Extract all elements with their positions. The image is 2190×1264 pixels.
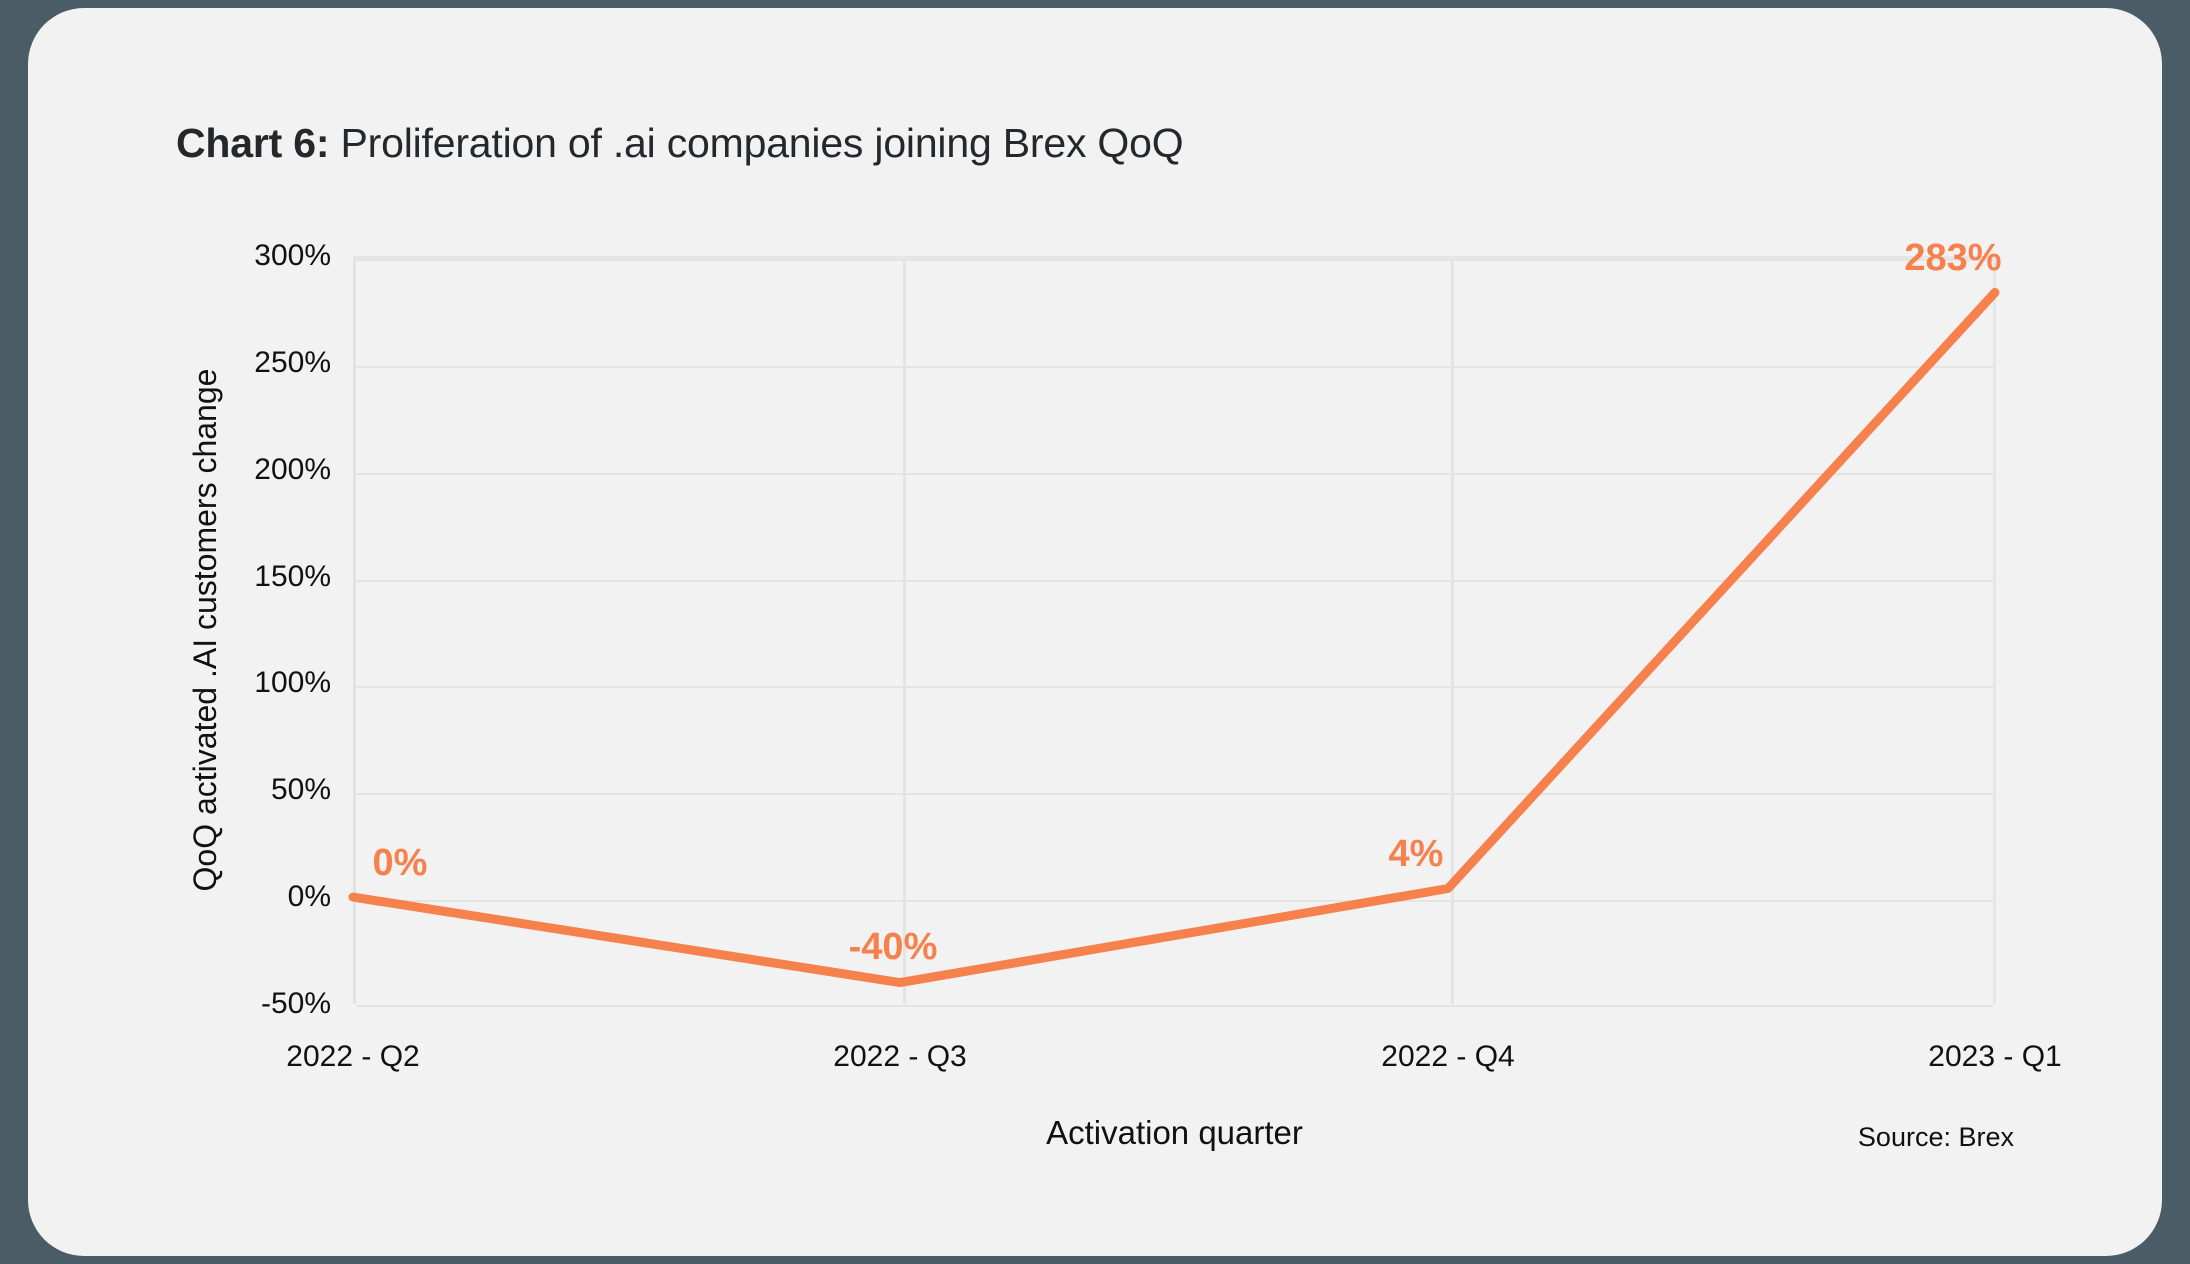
series-polyline bbox=[353, 292, 1995, 982]
x-tick-label: 2022 - Q3 bbox=[833, 1040, 967, 1073]
data-label: 4% bbox=[1388, 833, 1444, 875]
source-note: Source: Brex bbox=[1857, 1122, 2014, 1152]
y-tick-label: 50% bbox=[270, 773, 331, 807]
gridline-horizontal bbox=[356, 579, 1993, 582]
y-tick-label: 0% bbox=[287, 880, 331, 914]
gridline-horizontal bbox=[356, 900, 1993, 903]
gridline-horizontal bbox=[356, 793, 1993, 796]
y-tick-label: -50% bbox=[260, 987, 331, 1020]
y-axis-ticks: 300% 250% 200% 150% 100% 50% 0% -50% bbox=[181, 239, 331, 1020]
x-tick-label: 2022 - Q4 bbox=[1381, 1040, 1515, 1073]
y-tick-label: 200% bbox=[254, 452, 331, 486]
gridline-horizontal bbox=[356, 472, 1993, 475]
gridline-vertical bbox=[1451, 259, 1454, 1004]
y-tick-label: 100% bbox=[254, 666, 331, 700]
data-label: 0% bbox=[372, 842, 428, 884]
x-axis-title: Activation quarter bbox=[1046, 1114, 1303, 1151]
gridline-vertical bbox=[903, 259, 906, 1004]
y-tick-label: 150% bbox=[254, 559, 331, 593]
gridline-horizontal bbox=[356, 365, 1993, 368]
x-tick-label: 2023 - Q1 bbox=[1928, 1040, 2062, 1073]
y-axis-title: QoQ activated .AI customers change bbox=[186, 368, 223, 892]
data-label: 283% bbox=[1904, 237, 2002, 279]
y-tick-label: 250% bbox=[254, 345, 331, 379]
y-tick-label: 300% bbox=[254, 239, 331, 272]
chart-title-prefix: Chart 6: bbox=[176, 120, 330, 166]
chart-card: Chart 6: Proliferation of .ai companies … bbox=[28, 8, 2162, 1256]
x-axis-ticks: 2022 - Q2 2022 - Q3 2022 - Q4 2023 - Q1 bbox=[286, 1040, 2061, 1088]
gridline-horizontal bbox=[356, 259, 1993, 261]
plot-area bbox=[353, 256, 1996, 1007]
gridline-horizontal bbox=[356, 686, 1993, 689]
data-labels: 0% -40% 4% 283% bbox=[353, 237, 2002, 1004]
gridline-horizontal bbox=[356, 1005, 1993, 1007]
x-tick-label: 2022 - Q2 bbox=[286, 1040, 420, 1073]
line-series bbox=[353, 256, 1996, 1004]
chart-title-rest: Proliferation of .ai companies joining B… bbox=[329, 120, 1184, 166]
page-title: Chart 6: Proliferation of .ai companies … bbox=[176, 120, 1184, 167]
data-label: -40% bbox=[848, 926, 938, 968]
